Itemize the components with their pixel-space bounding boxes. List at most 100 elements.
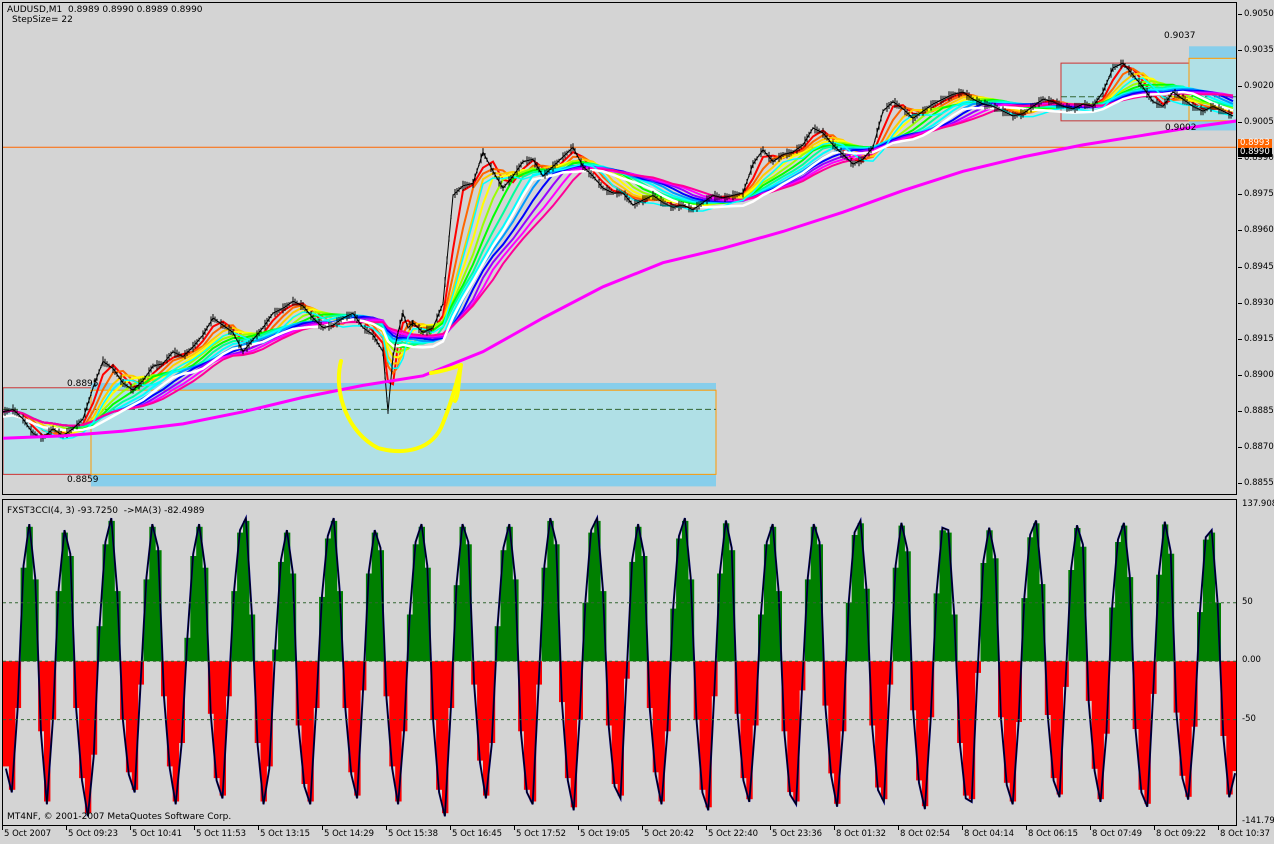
osc-histogram-bar xyxy=(1021,598,1028,662)
osc-histogram-bar xyxy=(1091,661,1099,769)
osc-histogram-bar xyxy=(541,567,548,662)
price-axis-tick xyxy=(1238,302,1242,304)
box-low-label-right: 0.9002 xyxy=(1165,123,1197,133)
osc-histogram-bar xyxy=(600,591,607,662)
price-axis-label: 0.8900 xyxy=(1244,369,1274,380)
time-axis-label: 8 Oct 10:37 xyxy=(1220,829,1271,839)
osc-histogram-bar xyxy=(178,661,185,743)
price-axis-label: 0.9020 xyxy=(1244,81,1274,92)
projection-box xyxy=(90,389,717,475)
osc-histogram-bar xyxy=(1126,577,1134,662)
osc-histogram-bar xyxy=(1074,528,1081,662)
osc-main-line xyxy=(5,516,1236,817)
price-axis-label: 0.8915 xyxy=(1244,333,1274,344)
osc-histogram-bar xyxy=(120,661,127,720)
oscillator-canvas[interactable] xyxy=(3,500,1237,826)
osc-histogram-bar xyxy=(1214,602,1221,662)
osc-histogram-bar xyxy=(1232,661,1236,772)
step-size-label: StepSize= 22 xyxy=(12,15,73,25)
price-axis-tick xyxy=(1238,266,1242,268)
osc-histogram-bar xyxy=(389,661,396,767)
osc-histogram-bar xyxy=(523,661,531,790)
osc-axis-label: 50 xyxy=(1242,596,1253,607)
osc-histogram-bar xyxy=(8,661,16,790)
osc-histogram-bar xyxy=(927,661,935,718)
osc-histogram-bar xyxy=(804,579,812,662)
price-axis-label: 0.9035 xyxy=(1244,45,1274,56)
price-chart-canvas[interactable] xyxy=(3,3,1237,495)
osc-histogram-bar xyxy=(342,661,349,708)
price-axis-tick xyxy=(1238,194,1242,196)
osc-histogram-bar xyxy=(465,544,472,662)
osc-histogram-bar xyxy=(453,585,461,662)
osc-histogram-bar xyxy=(55,591,63,662)
osc-histogram-bar xyxy=(371,532,379,662)
time-axis-tick xyxy=(1218,826,1219,830)
osc-histogram-bar xyxy=(1027,537,1034,662)
osc-histogram-bar xyxy=(202,567,209,662)
osc-histogram-bar xyxy=(1179,661,1186,776)
osc-histogram-bar xyxy=(295,661,303,726)
ribbon-ma-line xyxy=(3,89,1234,427)
osc-histogram-bar xyxy=(512,579,519,662)
osc-histogram-bar xyxy=(588,532,595,662)
osc-histogram-bar xyxy=(734,661,741,714)
osc-histogram-bar xyxy=(699,661,706,790)
osc-histogram-bar xyxy=(283,532,291,662)
osc-histogram-bar xyxy=(196,526,203,662)
time-axis-label: 5 Oct 14:29 xyxy=(324,829,375,839)
osc-histogram-bar xyxy=(1161,524,1169,662)
osc-histogram-bar xyxy=(529,661,537,802)
time-axis-label: 8 Oct 06:15 xyxy=(1028,829,1079,839)
osc-histogram-bar xyxy=(1080,546,1087,662)
osc-histogram-bar xyxy=(231,591,238,662)
osc-histogram-bar xyxy=(641,556,648,662)
osc-histogram-bar xyxy=(348,661,355,773)
price-axis-tick xyxy=(1238,374,1242,376)
time-axis-tick xyxy=(386,826,387,830)
symbol-title: AUDUSD,M1 0.8989 0.8990 0.8989 0.8990 xyxy=(7,5,203,15)
osc-histogram-bar xyxy=(1068,570,1075,662)
time-axis-label: 8 Oct 04:14 xyxy=(964,829,1015,839)
osc-histogram-bar xyxy=(916,661,923,781)
osc-histogram-bar xyxy=(992,558,999,662)
price-axis-tick xyxy=(1238,158,1242,160)
osc-histogram-bar xyxy=(1220,661,1227,736)
time-axis-tick xyxy=(706,826,707,830)
osc-histogram-bar xyxy=(998,661,1005,718)
osc-histogram-bar xyxy=(266,661,273,767)
time-axis-tick xyxy=(578,826,579,830)
time-axis-tick xyxy=(514,826,515,830)
price-chart-panel[interactable]: AUDUSD,M1 0.8989 0.8990 0.8989 0.8990 St… xyxy=(2,2,1237,495)
price-axis-tick xyxy=(1238,446,1242,448)
osc-histogram-bar xyxy=(1156,574,1163,662)
osc-histogram-bar xyxy=(1115,542,1122,662)
time-axis-label: 5 Oct 13:15 xyxy=(260,829,311,839)
osc-histogram-bar xyxy=(190,556,197,662)
osc-histogram-bar xyxy=(840,661,847,732)
osc-histogram-bar xyxy=(424,567,431,662)
osc-histogram-bar xyxy=(383,661,390,697)
price-axis-tick xyxy=(1238,14,1242,16)
osc-histogram-bar xyxy=(1120,525,1128,662)
osc-histogram-bar xyxy=(980,563,987,662)
osc-histogram-bar xyxy=(301,661,308,784)
osc-histogram-bar xyxy=(576,661,583,720)
price-axis-label: 0.8870 xyxy=(1244,441,1274,452)
osc-histogram-bar xyxy=(822,661,829,706)
osc-histogram-bar xyxy=(1044,661,1052,715)
osc-histogram-bar xyxy=(430,661,437,720)
osc-histogram-bar xyxy=(892,567,900,662)
osc-histogram-bar xyxy=(166,661,174,767)
osc-histogram-bar xyxy=(260,661,267,802)
price-axis-label: 0.8930 xyxy=(1244,297,1274,308)
osc-histogram-bar xyxy=(483,661,490,796)
price-axis-label: 0.8990 xyxy=(1244,153,1274,164)
time-axis-label: 5 Oct 22:40 xyxy=(708,829,759,839)
oscillator-panel[interactable]: FXST3CCI(4, 3) -93.7250 ->MA(3) -82.4989… xyxy=(2,499,1237,826)
osc-histogram-bar xyxy=(319,596,326,662)
long-moving-average xyxy=(3,119,1236,440)
osc-histogram-bar xyxy=(605,661,613,726)
osc-histogram-bar xyxy=(324,538,332,662)
osc-histogram-bar xyxy=(32,579,39,662)
